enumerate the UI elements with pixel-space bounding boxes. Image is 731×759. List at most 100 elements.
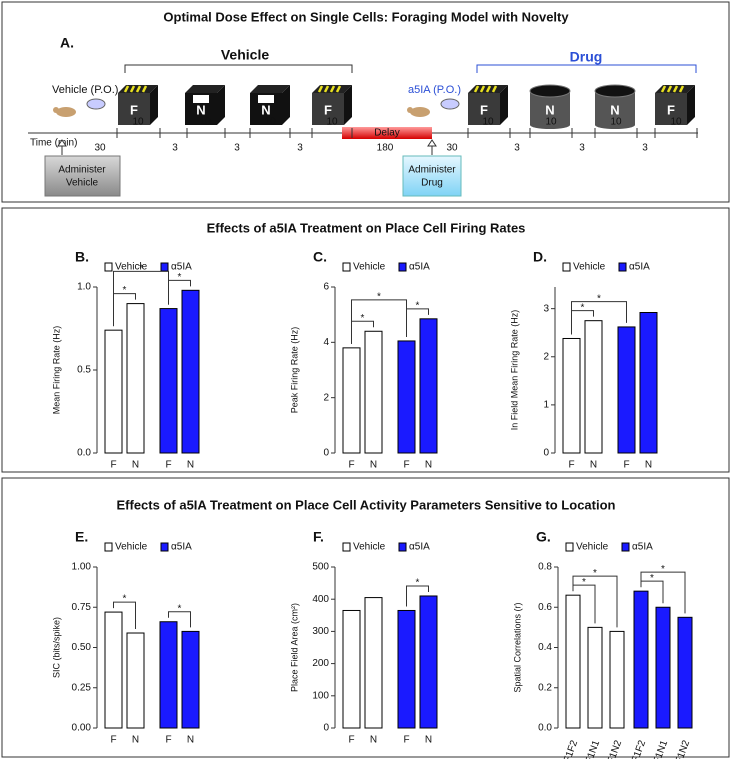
significance-star: * [361, 313, 365, 324]
significance-star: * [139, 263, 143, 274]
legend-swatch [621, 542, 630, 552]
arena [217, 85, 225, 125]
y-tick-label: 0.0 [538, 723, 552, 734]
arena [312, 93, 344, 125]
arena [655, 93, 687, 125]
group-label: Vehicle [221, 47, 269, 63]
interval-label: 3 [514, 143, 520, 154]
y-axis-label: In Field Mean Firing Rate (Hz) [509, 310, 519, 431]
significance-star: * [123, 594, 127, 605]
arena-label: F [324, 102, 332, 117]
panel-label: C. [313, 249, 327, 265]
bar [609, 630, 625, 729]
arrow [427, 139, 437, 155]
dose-label: Vehicle (P.O.) [52, 84, 118, 96]
significance-star: * [582, 577, 586, 588]
arena [529, 84, 571, 98]
bar [159, 621, 178, 729]
y-axis-label: SIC (bits/spike) [51, 617, 61, 678]
duration-label: 10 [264, 117, 276, 128]
interval-label: 3 [579, 143, 585, 154]
dose-label: a5IA (P.O.) [408, 84, 461, 96]
y-tick-label: 500 [312, 562, 329, 573]
x-tick-label: F [110, 735, 116, 746]
duration-label: 10 [610, 117, 622, 128]
significance-star: * [178, 603, 182, 614]
bar [126, 632, 145, 729]
interval-label: 30 [446, 143, 458, 154]
y-tick-label: 0.0 [77, 448, 91, 459]
legend-swatch [398, 262, 407, 272]
stripe [485, 85, 492, 93]
stripe [479, 85, 486, 93]
arena-label: F [667, 102, 675, 117]
administer-label: Vehicle [66, 178, 99, 189]
arena [468, 93, 500, 125]
panel-label: D. [533, 249, 547, 265]
significance-bracket [406, 585, 429, 607]
x-tick-label: F1N1 [651, 738, 670, 759]
bar [419, 595, 438, 729]
x-tick-label: N [370, 735, 377, 746]
stripe [135, 85, 142, 93]
x-tick-label: F [403, 460, 409, 471]
duration-label: 10 [482, 117, 494, 128]
y-tick-label: 0.5 [77, 365, 91, 376]
bar [633, 590, 649, 729]
delay-bar [342, 127, 432, 139]
y-axis-label: Mean Firing Rate (Hz) [51, 326, 61, 415]
bar [181, 289, 200, 454]
x-tick-label: F [348, 735, 354, 746]
y-tick-label: 6 [323, 282, 329, 293]
x-tick-label: N [132, 735, 139, 746]
legend-swatch [565, 542, 574, 552]
bar [364, 597, 383, 729]
legend-label: Vehicle [115, 542, 148, 553]
y-tick-label: 300 [312, 626, 329, 637]
interval-label: 3 [234, 143, 240, 154]
interval-label: 3 [297, 143, 303, 154]
significance-star: * [377, 291, 381, 302]
bar [159, 308, 178, 454]
arena-label: N [261, 102, 270, 117]
x-tick-label: F [110, 460, 116, 471]
y-axis-label: Spatial Correlations (r) [512, 602, 522, 692]
panel-label: E. [75, 529, 88, 545]
administer-box [44, 155, 121, 197]
delay-label: Delay [374, 128, 400, 139]
significance-star: * [416, 300, 420, 311]
bar [639, 312, 658, 454]
arena-label: N [545, 102, 554, 117]
y-tick-label: 0.75 [72, 602, 92, 613]
bar [562, 337, 581, 454]
significance-star: * [661, 564, 665, 575]
significance-star: * [593, 568, 597, 579]
significance-star: * [416, 578, 420, 589]
duration-label: 10 [132, 117, 144, 128]
legend-label: α5IA [171, 262, 192, 273]
arrow [57, 139, 67, 155]
arena [150, 85, 158, 125]
section-title: Effects of a5IA Treatment on Place Cell … [207, 220, 526, 235]
legend-label: Vehicle [576, 542, 609, 553]
administer-label: Administer [408, 165, 456, 176]
arena [595, 121, 635, 129]
stripe [473, 85, 480, 93]
y-tick-label: 0.25 [72, 682, 92, 693]
panel-a: A. Vehicle Drug Vehicle (P.O.) a5IA (P.O… [28, 35, 698, 197]
legend-swatch [342, 542, 351, 552]
x-tick-label: N [425, 460, 432, 471]
administer-label: Drug [421, 178, 443, 189]
bracket [124, 64, 353, 73]
bar [126, 303, 145, 454]
legend-swatch [104, 542, 113, 552]
panel-label: F. [313, 529, 324, 545]
arena-label: F [130, 102, 138, 117]
hand-icon [440, 98, 460, 110]
legend-label: Vehicle [115, 262, 148, 273]
stripe [660, 85, 667, 93]
arena-opening [193, 95, 209, 103]
x-tick-label: F1F2 [562, 738, 580, 759]
legend-label: α5IA [629, 262, 650, 273]
